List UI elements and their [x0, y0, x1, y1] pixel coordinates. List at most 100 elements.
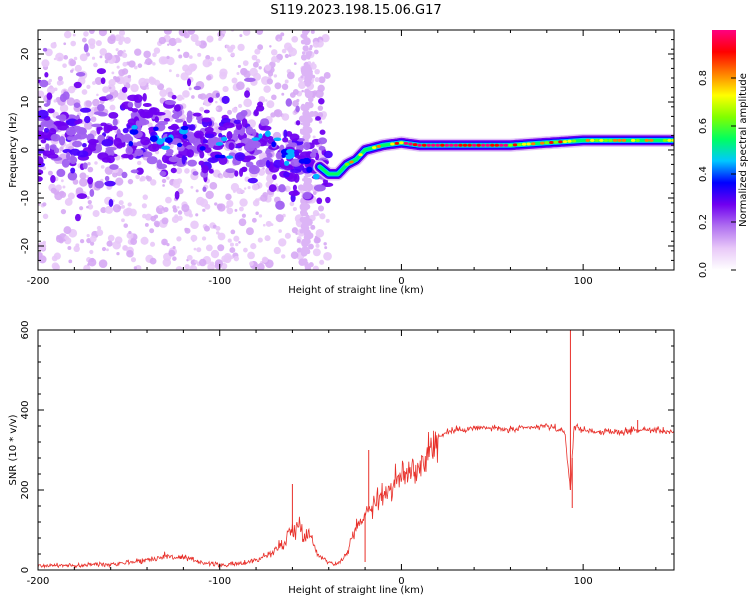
- spectral-blob: [66, 151, 71, 161]
- noise-blob: [158, 36, 167, 45]
- noise-blob: [291, 35, 299, 43]
- spectral-blob: [241, 167, 246, 172]
- spectral-blob: [75, 71, 86, 77]
- ridge-core: [508, 143, 513, 147]
- noise-blob: [168, 37, 177, 47]
- noise-blob: [129, 208, 137, 217]
- spectral-blob: [253, 109, 259, 117]
- spectral-blob: [255, 105, 265, 112]
- noise-blob: [301, 212, 306, 217]
- noise-blob: [249, 261, 254, 267]
- noise-blob: [210, 249, 220, 259]
- ridge-core: [344, 162, 350, 166]
- noise-blob: [114, 76, 121, 83]
- noise-blob: [167, 43, 170, 46]
- noise-blob: [293, 62, 297, 65]
- noise-blob: [238, 241, 241, 244]
- x-tick-label: 100: [574, 576, 593, 587]
- noise-blob: [172, 246, 176, 250]
- noise-blob: [81, 89, 88, 95]
- noise-blob: [127, 178, 134, 185]
- noise-blob: [79, 53, 88, 62]
- spectrogram-marks: [38, 30, 674, 270]
- noise-blob: [274, 82, 282, 90]
- noise-blob: [130, 83, 139, 93]
- noise-blob: [60, 208, 67, 215]
- noise-blob: [90, 241, 95, 246]
- spectral-blob: [289, 133, 300, 141]
- ridge-core: [381, 143, 386, 147]
- spectral-blob: [283, 171, 290, 178]
- noise-blob: [101, 246, 107, 252]
- spectral-blob: [192, 171, 199, 176]
- noise-blob: [235, 242, 239, 247]
- ridge-core: [349, 160, 354, 164]
- spectral-blob: [235, 122, 243, 131]
- spectral-blob: [58, 136, 66, 146]
- noise-blob: [204, 203, 211, 210]
- noise-blob: [88, 38, 96, 46]
- noise-blob: [253, 72, 261, 81]
- noise-blob: [205, 54, 211, 61]
- noise-blob: [79, 206, 84, 211]
- spectral-blob: [156, 138, 164, 145]
- noise-blob: [202, 208, 206, 212]
- ridge-core: [635, 138, 640, 142]
- noise-blob: [304, 262, 310, 269]
- noise-blob: [95, 40, 102, 47]
- noise-blob: [152, 52, 157, 58]
- spectral-blob: [309, 152, 317, 159]
- spectrogram-xlabel: Height of straight line (km): [288, 285, 424, 296]
- noise-blob: [116, 251, 120, 256]
- noise-blob: [73, 245, 80, 253]
- noise-blob: [122, 81, 127, 86]
- y-tick-label: 20: [20, 48, 31, 61]
- ridge-core: [667, 138, 672, 142]
- spectral-blob: [112, 118, 118, 127]
- noise-blob: [99, 55, 103, 59]
- spectral-blob: [154, 111, 166, 116]
- spectral-blob: [171, 94, 177, 100]
- spectral-blob: [182, 134, 188, 140]
- noise-blob: [142, 194, 148, 200]
- spectral-blob: [284, 160, 290, 166]
- noise-blob: [225, 193, 232, 201]
- noise-blob: [69, 59, 77, 67]
- noise-blob: [233, 235, 240, 242]
- noise-blob: [242, 60, 249, 66]
- noise-blob: [177, 210, 183, 215]
- noise-blob: [247, 251, 255, 260]
- noise-blob: [303, 179, 308, 184]
- spectral-blob: [192, 112, 202, 117]
- ridge-core: [431, 143, 436, 147]
- spectral-blob: [199, 150, 205, 159]
- spectral-blob: [142, 102, 152, 107]
- noise-blob: [315, 243, 320, 248]
- noise-blob: [108, 86, 112, 90]
- spectral-blob: [120, 141, 126, 148]
- noise-blob: [195, 189, 199, 193]
- spectral-blob: [127, 107, 134, 112]
- noise-blob: [106, 248, 109, 252]
- noise-blob: [284, 53, 289, 59]
- noise-blob: [304, 105, 310, 111]
- noise-blob: [318, 76, 326, 84]
- snr-panel: -200 -100 0 100 0 200 400 600 Height of straigh…: [8, 320, 675, 596]
- noise-blob: [231, 107, 238, 113]
- noise-blob: [227, 109, 233, 115]
- noise-blob: [237, 43, 245, 52]
- noise-blob: [312, 248, 321, 257]
- noise-blob: [81, 37, 87, 43]
- noise-blob: [150, 241, 156, 247]
- spectral-blob: [96, 68, 107, 75]
- ridge-core: [453, 143, 459, 147]
- noise-blob: [242, 30, 251, 36]
- noise-blob: [60, 179, 64, 183]
- noise-blob: [59, 146, 64, 152]
- colorbar: 0.0 0.2 0.4 0.6 0.8 Normalized spectral ampl…: [698, 30, 749, 278]
- noise-blob: [230, 52, 235, 57]
- spectral-blob: [218, 133, 223, 138]
- noise-blob: [165, 196, 172, 204]
- noise-blob: [216, 56, 222, 62]
- noise-blob: [89, 249, 94, 255]
